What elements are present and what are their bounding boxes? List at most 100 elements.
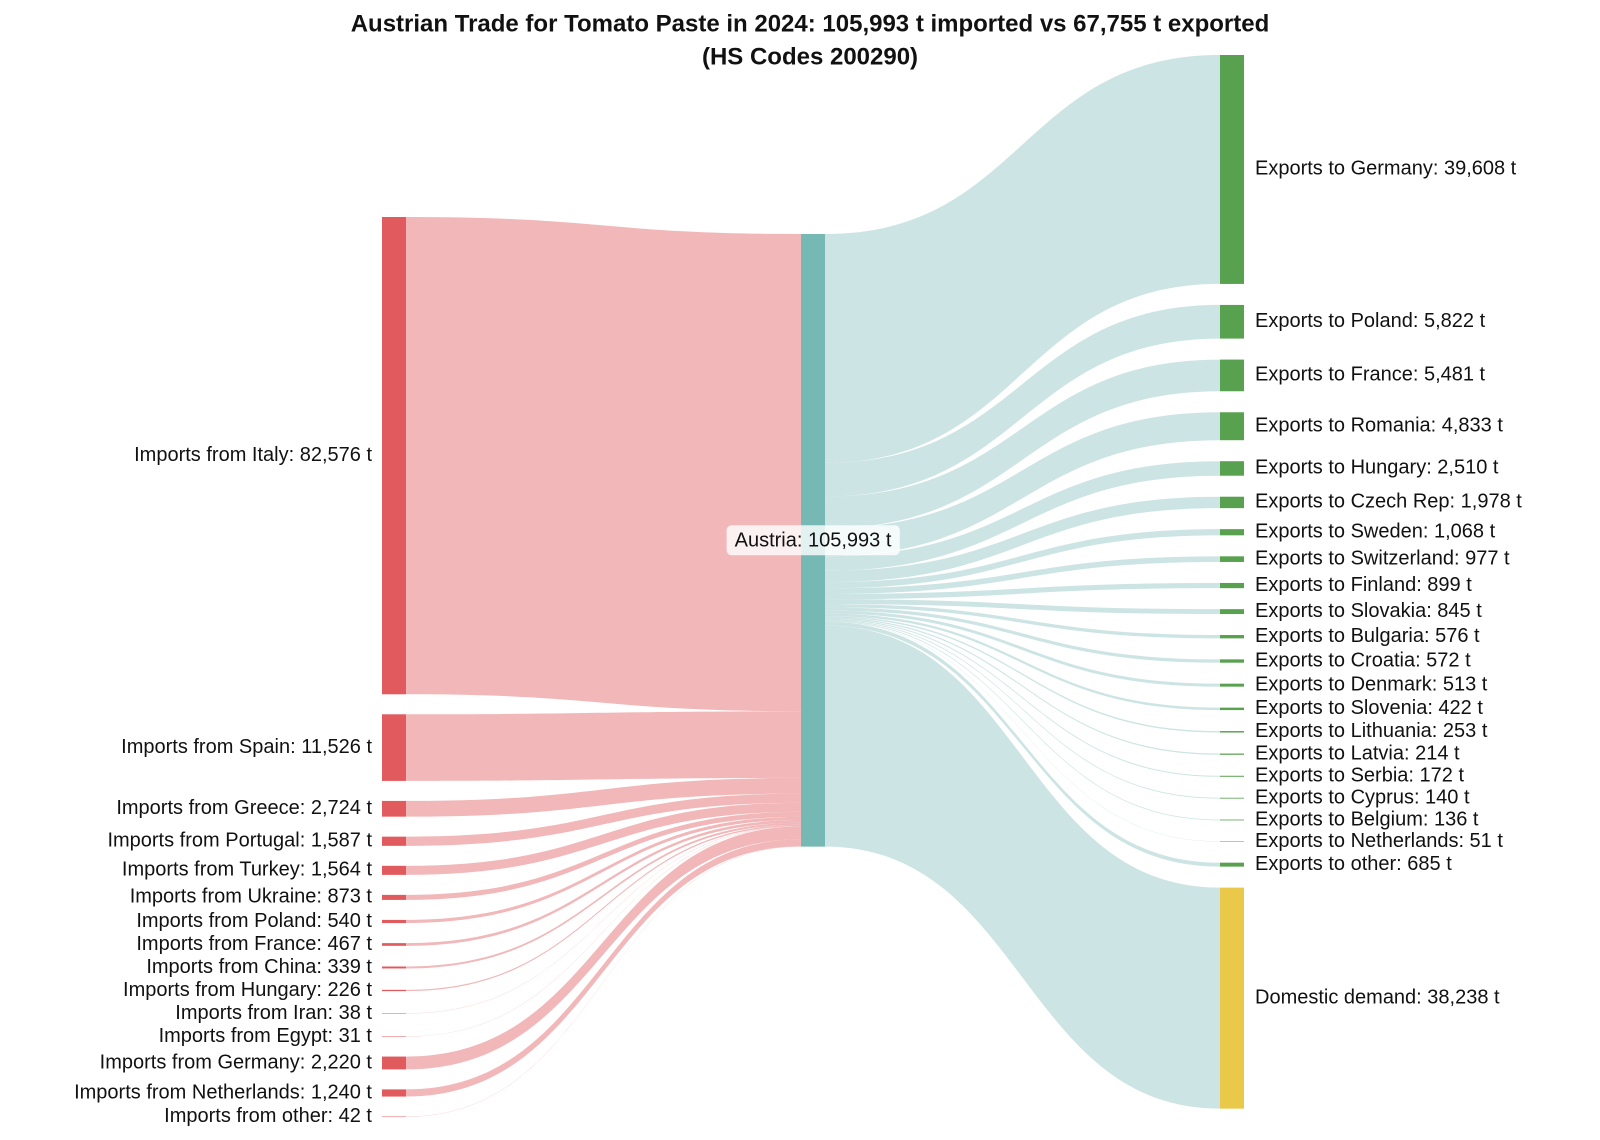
import-node bbox=[382, 894, 406, 900]
chart-title: Austrian Trade for Tomato Paste in 2024:… bbox=[351, 10, 1270, 37]
import-label: Imports from France: 467 t bbox=[136, 933, 372, 955]
export-link bbox=[825, 496, 1220, 583]
export-label: Exports to Latvia: 214 t bbox=[1255, 742, 1460, 764]
export-node bbox=[1220, 461, 1244, 476]
import-node bbox=[382, 1036, 406, 1037]
export-link bbox=[825, 610, 1220, 687]
import-node bbox=[382, 989, 406, 992]
import-node bbox=[382, 865, 406, 875]
export-node bbox=[1220, 862, 1244, 867]
import-node bbox=[382, 1056, 406, 1070]
export-label: Exports to Croatia: 572 t bbox=[1255, 649, 1471, 671]
export-link bbox=[825, 582, 1220, 600]
import-label: Imports from Portugal: 1,587 t bbox=[107, 830, 372, 852]
export-link bbox=[825, 616, 1220, 733]
import-link bbox=[406, 825, 801, 1014]
import-node bbox=[382, 836, 406, 846]
export-node bbox=[1220, 556, 1244, 562]
nodes: Imports from Italy: 82,576 t Imports from… bbox=[74, 55, 1522, 1127]
export-link bbox=[825, 613, 1220, 711]
export-link bbox=[825, 304, 1220, 497]
export-label: Exports to Bulgaria: 576 t bbox=[1255, 625, 1480, 647]
export-link bbox=[825, 621, 1220, 842]
export-label: Exports to Denmark: 513 t bbox=[1255, 673, 1488, 695]
export-node bbox=[1220, 707, 1244, 711]
chart-subtitle: (HS Codes 200290) bbox=[702, 43, 918, 70]
export-link bbox=[825, 618, 1220, 777]
import-link bbox=[406, 793, 801, 846]
export-label: Exports to Serbia: 172 t bbox=[1255, 765, 1464, 787]
export-label: Exports to Belgium: 136 t bbox=[1255, 808, 1479, 830]
import-node bbox=[382, 1116, 406, 1118]
import-label: Imports from Ukraine: 873 t bbox=[130, 886, 373, 908]
export-node bbox=[1220, 819, 1244, 821]
export-link bbox=[825, 617, 1220, 755]
import-node bbox=[382, 1013, 406, 1014]
export-label: Exports to Lithuania: 253 t bbox=[1255, 720, 1488, 742]
export-label: Exports to France: 5,481 t bbox=[1255, 364, 1486, 386]
export-label: Exports to Hungary: 2,510 t bbox=[1255, 457, 1499, 479]
import-link bbox=[406, 711, 801, 781]
import-node bbox=[382, 714, 406, 781]
export-node bbox=[1220, 529, 1244, 536]
export-node bbox=[1220, 582, 1244, 589]
export-node bbox=[1220, 635, 1244, 639]
export-node bbox=[1220, 412, 1244, 441]
import-label: Imports from China: 339 t bbox=[146, 956, 372, 978]
export-label: Exports to Finland: 899 t bbox=[1255, 574, 1472, 596]
export-link bbox=[825, 55, 1220, 463]
export-node bbox=[1220, 55, 1244, 284]
export-label: Exports to Slovenia: 422 t bbox=[1255, 697, 1483, 719]
export-label: Exports to Romania: 4,833 t bbox=[1255, 415, 1503, 437]
import-label: Imports from Iran: 38 t bbox=[175, 1002, 372, 1024]
export-link bbox=[825, 621, 1220, 867]
import-label: Imports from other: 42 t bbox=[164, 1105, 372, 1127]
export-node bbox=[1220, 841, 1244, 842]
import-link bbox=[406, 816, 801, 924]
export-node bbox=[1220, 359, 1244, 392]
export-label: Exports to Poland: 5,822 t bbox=[1255, 310, 1486, 332]
import-link bbox=[406, 846, 801, 1117]
export-label: Exports to other: 685 t bbox=[1255, 853, 1452, 875]
import-link bbox=[406, 826, 801, 1037]
links bbox=[406, 55, 1220, 1117]
export-node bbox=[1220, 659, 1244, 663]
export-node bbox=[1220, 753, 1244, 755]
export-link bbox=[825, 412, 1220, 557]
export-link bbox=[825, 625, 1220, 1109]
export-link bbox=[825, 359, 1220, 529]
import-node bbox=[382, 943, 406, 946]
import-label: Imports from Netherlands: 1,240 t bbox=[74, 1081, 372, 1103]
export-label: Exports to Netherlands: 51 t bbox=[1255, 830, 1503, 852]
import-label: Imports from Turkey: 1,564 t bbox=[122, 859, 373, 881]
import-node bbox=[382, 966, 406, 969]
export-node bbox=[1220, 887, 1244, 1109]
import-link bbox=[406, 217, 801, 712]
export-link bbox=[825, 607, 1220, 663]
import-label: Imports from Poland: 540 t bbox=[136, 910, 372, 932]
hub-label-bg bbox=[726, 525, 900, 556]
import-label: Imports from Egypt: 31 t bbox=[159, 1025, 373, 1047]
import-link bbox=[406, 826, 801, 1070]
export-label: Exports to Sweden: 1,068 t bbox=[1255, 521, 1496, 543]
import-label: Imports from Greece: 2,724 t bbox=[116, 797, 372, 819]
export-node bbox=[1220, 797, 1244, 799]
export-link bbox=[825, 599, 1220, 615]
import-link bbox=[406, 839, 801, 1097]
export-link bbox=[825, 529, 1220, 589]
import-link bbox=[406, 777, 801, 817]
import-label: Imports from Spain: 11,526 t bbox=[121, 736, 372, 758]
export-label: Exports to Switzerland: 977 t bbox=[1255, 547, 1510, 569]
export-label: Exports to Slovakia: 845 t bbox=[1255, 600, 1482, 622]
import-node bbox=[382, 800, 406, 817]
export-node bbox=[1220, 731, 1244, 733]
export-label: Exports to Germany: 39,608 t bbox=[1255, 158, 1517, 180]
export-node bbox=[1220, 496, 1244, 509]
import-link bbox=[406, 820, 801, 946]
import-link bbox=[406, 822, 801, 969]
export-node bbox=[1220, 683, 1244, 687]
export-link bbox=[825, 619, 1220, 799]
import-label: Imports from Germany: 2,220 t bbox=[100, 1051, 373, 1073]
import-node bbox=[382, 217, 406, 695]
